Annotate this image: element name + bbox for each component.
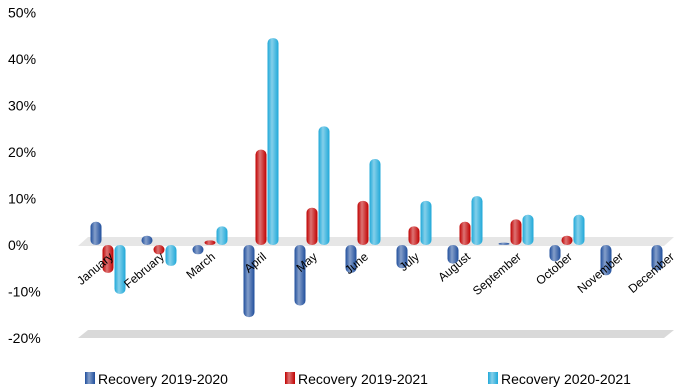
bar-recovery-2020-2021-october (573, 214, 585, 245)
bar-recovery-2019-2021-october (561, 235, 573, 245)
bar-recovery-2020-2021-february (165, 245, 177, 266)
bar-recovery-2019-2020-july (396, 245, 408, 269)
bar-recovery-2019-2020-october (549, 245, 561, 262)
bar-recovery-2019-2020-december (651, 245, 663, 271)
bar-recovery-2019-2020-may (294, 245, 306, 306)
bar-recovery-2019-2021-april (255, 149, 267, 245)
bar-recovery-2019-2020-november (600, 245, 612, 276)
x-axis: January February March April May June July Augu… (74, 249, 674, 298)
y-tick-label: 30% (8, 98, 36, 114)
bar-recovery-2019-2020-january (90, 221, 102, 245)
bar-recovery-2019-2021-february (153, 245, 165, 255)
bar-recovery-2019-2020-august (447, 245, 459, 264)
x-category-label: November (575, 250, 626, 296)
legend-label: Recovery 2020-2021 (501, 371, 631, 387)
y-tick-label: -20% (8, 330, 41, 346)
bar-recovery-2019-2021-august (459, 221, 471, 245)
legend-label: Recovery 2019-2021 (298, 371, 428, 387)
bar-recovery-2019-2020-march (192, 245, 204, 255)
bar-recovery-2019-2020-september (498, 242, 510, 245)
legend-swatch (85, 372, 95, 384)
bar-recovery-2020-2021-january (114, 245, 126, 294)
legend-swatch (488, 372, 498, 384)
bar-recovery-2019-2020-april (243, 245, 255, 318)
bar-recovery-2019-2020-february (141, 235, 153, 245)
bar-recovery-2020-2021-may (318, 126, 330, 245)
x-category-label: September (470, 250, 524, 298)
bar-recovery-2019-2021-june (357, 200, 369, 245)
y-tick-label: 40% (8, 51, 36, 67)
bar-recovery-2019-2021-july (408, 226, 420, 245)
legend: Recovery 2019-2020 Recovery 2019-2021 Reco… (85, 371, 631, 387)
bar-recovery-2020-2021-july (420, 200, 432, 245)
y-axis: 50% 40% 30% 20% 10% 0% -10% -20% (8, 5, 41, 347)
x-category-label: February (121, 250, 167, 292)
x-category-label: December (626, 250, 674, 296)
y-tick-label: 50% (8, 5, 36, 21)
bar-recovery-2019-2021-march (204, 240, 216, 245)
bar-recovery-2020-2021-september (522, 214, 534, 245)
y-tick-label: 10% (8, 191, 36, 207)
bottom-floor (78, 330, 674, 338)
y-tick-label: -10% (8, 284, 41, 300)
bar-recovery-2019-2021-september (510, 219, 522, 245)
x-category-label: March (183, 250, 218, 282)
bar-recovery-2020-2021-march (216, 226, 228, 245)
y-tick-label: 20% (8, 144, 36, 160)
bar-recovery-2019-2020-june (345, 245, 357, 273)
legend-swatch (285, 372, 295, 384)
bar-recovery-2020-2021-august (471, 196, 483, 245)
y-tick-label: 0% (8, 237, 28, 253)
bar-recovery-2020-2021-june (369, 158, 381, 245)
bar-recovery-2019-2021-january (102, 245, 114, 273)
bar-recovery-2020-2021-april (267, 38, 279, 246)
bars-group (90, 38, 663, 318)
legend-label: Recovery 2019-2020 (98, 371, 228, 387)
bar-recovery-2019-2021-may (306, 207, 318, 245)
